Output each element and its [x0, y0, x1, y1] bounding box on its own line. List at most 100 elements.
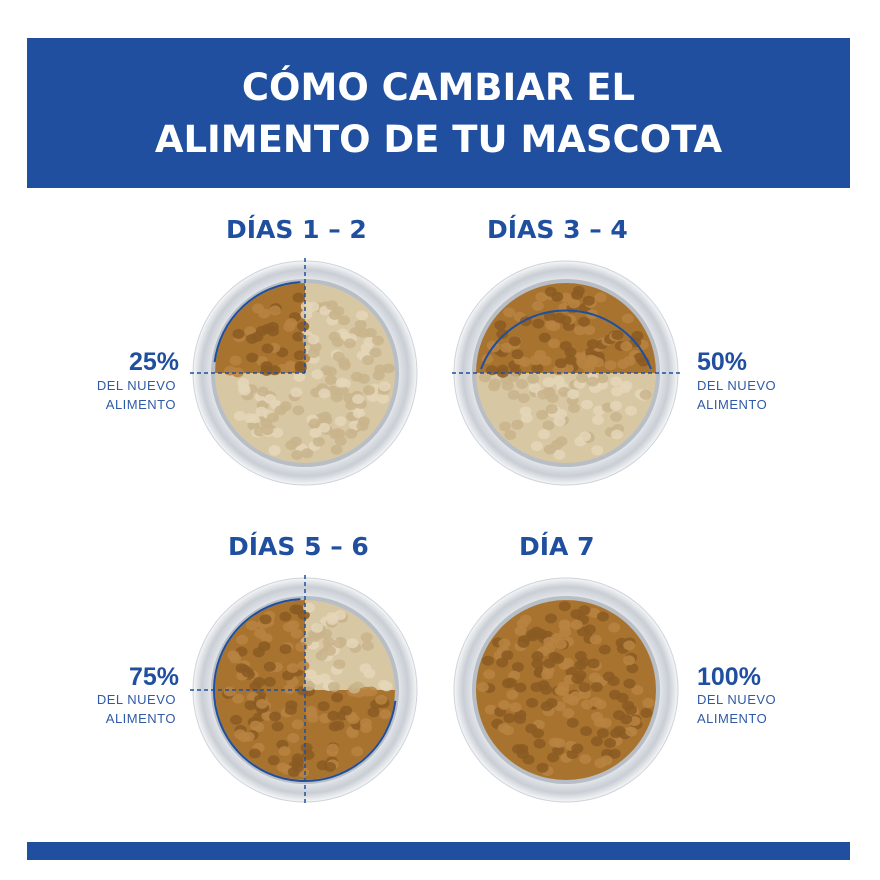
progress-arrow — [213, 598, 397, 782]
kibble — [479, 372, 491, 383]
kibble — [318, 388, 331, 399]
kibble — [227, 650, 240, 661]
kibble — [253, 628, 266, 639]
kibble — [348, 683, 361, 694]
kibble — [289, 604, 302, 615]
step-4-bowl — [453, 577, 679, 803]
kibble — [581, 399, 593, 410]
kibble — [511, 349, 524, 360]
kibble — [519, 406, 532, 417]
kibble — [551, 439, 563, 450]
kibble — [238, 385, 251, 396]
step-4-percent: 100% — [697, 663, 761, 691]
kibble — [326, 612, 338, 623]
kibble — [498, 700, 511, 710]
kibble — [542, 420, 555, 431]
kibble — [532, 318, 545, 329]
kibble — [604, 360, 617, 371]
kibble — [591, 711, 604, 722]
kibble — [543, 311, 556, 322]
kibble — [562, 693, 575, 704]
step-4-caption: DEL NUEVO ALIMENTO — [697, 690, 776, 728]
kibble — [337, 357, 350, 368]
kibble — [587, 658, 600, 669]
kibble — [597, 611, 609, 622]
kibble — [610, 411, 623, 422]
step-3-caption: DEL NUEVO ALIMENTO — [50, 690, 176, 728]
kibble — [511, 419, 524, 430]
kibble — [507, 389, 520, 400]
kibble — [522, 754, 535, 765]
kibble — [232, 693, 245, 704]
kibble — [579, 431, 592, 442]
kibble — [224, 365, 237, 376]
kibble — [482, 655, 494, 666]
kibble — [291, 719, 304, 730]
kibble — [285, 440, 298, 451]
kibble — [333, 638, 346, 649]
kibble — [592, 415, 604, 425]
kibble — [548, 651, 561, 662]
kibble — [640, 708, 653, 718]
kibble — [553, 449, 566, 460]
kibble — [246, 352, 259, 363]
kibble — [591, 445, 604, 456]
kibble — [562, 708, 575, 719]
step-1-caption-line2: ALIMENTO — [105, 397, 176, 412]
kibble — [484, 704, 497, 715]
kibble — [236, 634, 248, 645]
kibble — [324, 375, 337, 385]
kibble — [622, 700, 635, 711]
kibble — [294, 361, 307, 371]
step-2-bowl — [451, 260, 681, 486]
kibble — [555, 358, 567, 369]
kibble — [303, 602, 316, 613]
kibble — [623, 640, 636, 651]
kibble — [498, 638, 511, 649]
kibble — [360, 686, 372, 697]
kibble — [251, 331, 264, 342]
kibble — [544, 320, 557, 331]
kibble — [297, 321, 310, 332]
kibble — [553, 312, 566, 323]
kibble — [268, 305, 281, 316]
kibble — [267, 755, 280, 766]
kibble — [263, 661, 276, 672]
kibble — [318, 422, 331, 433]
step-2-caption-line2: ALIMENTO — [697, 397, 768, 412]
kibble — [379, 709, 392, 720]
kibble — [560, 292, 572, 303]
kibble — [307, 334, 320, 345]
kibble — [586, 376, 599, 387]
kibble — [497, 723, 510, 734]
kibble — [504, 430, 517, 440]
kibble — [300, 309, 313, 320]
kibble — [499, 421, 511, 432]
kibble — [530, 441, 543, 452]
kibble — [246, 620, 258, 631]
kibble — [311, 369, 324, 380]
step-3-caption-line2: ALIMENTO — [105, 711, 176, 726]
kibble — [539, 355, 552, 366]
kibble — [639, 389, 652, 400]
kibble — [324, 762, 336, 772]
kibble — [476, 682, 489, 693]
kibble — [511, 662, 524, 672]
kibble — [333, 428, 346, 439]
kibble — [322, 637, 335, 647]
kibble — [578, 605, 591, 616]
kibble — [582, 295, 595, 306]
step-1-caption-line1: DEL NUEVO — [96, 378, 176, 393]
kibble — [253, 676, 266, 687]
kibble — [608, 748, 621, 759]
kibble — [268, 445, 281, 456]
kibble — [536, 762, 549, 773]
kibble — [617, 359, 630, 370]
kibble — [302, 681, 315, 691]
step-1-bowl — [190, 258, 418, 486]
step-3-bowl — [190, 575, 418, 805]
kibble — [599, 717, 612, 728]
kibble — [267, 326, 280, 337]
kibble — [579, 754, 592, 765]
kibble — [328, 681, 340, 692]
